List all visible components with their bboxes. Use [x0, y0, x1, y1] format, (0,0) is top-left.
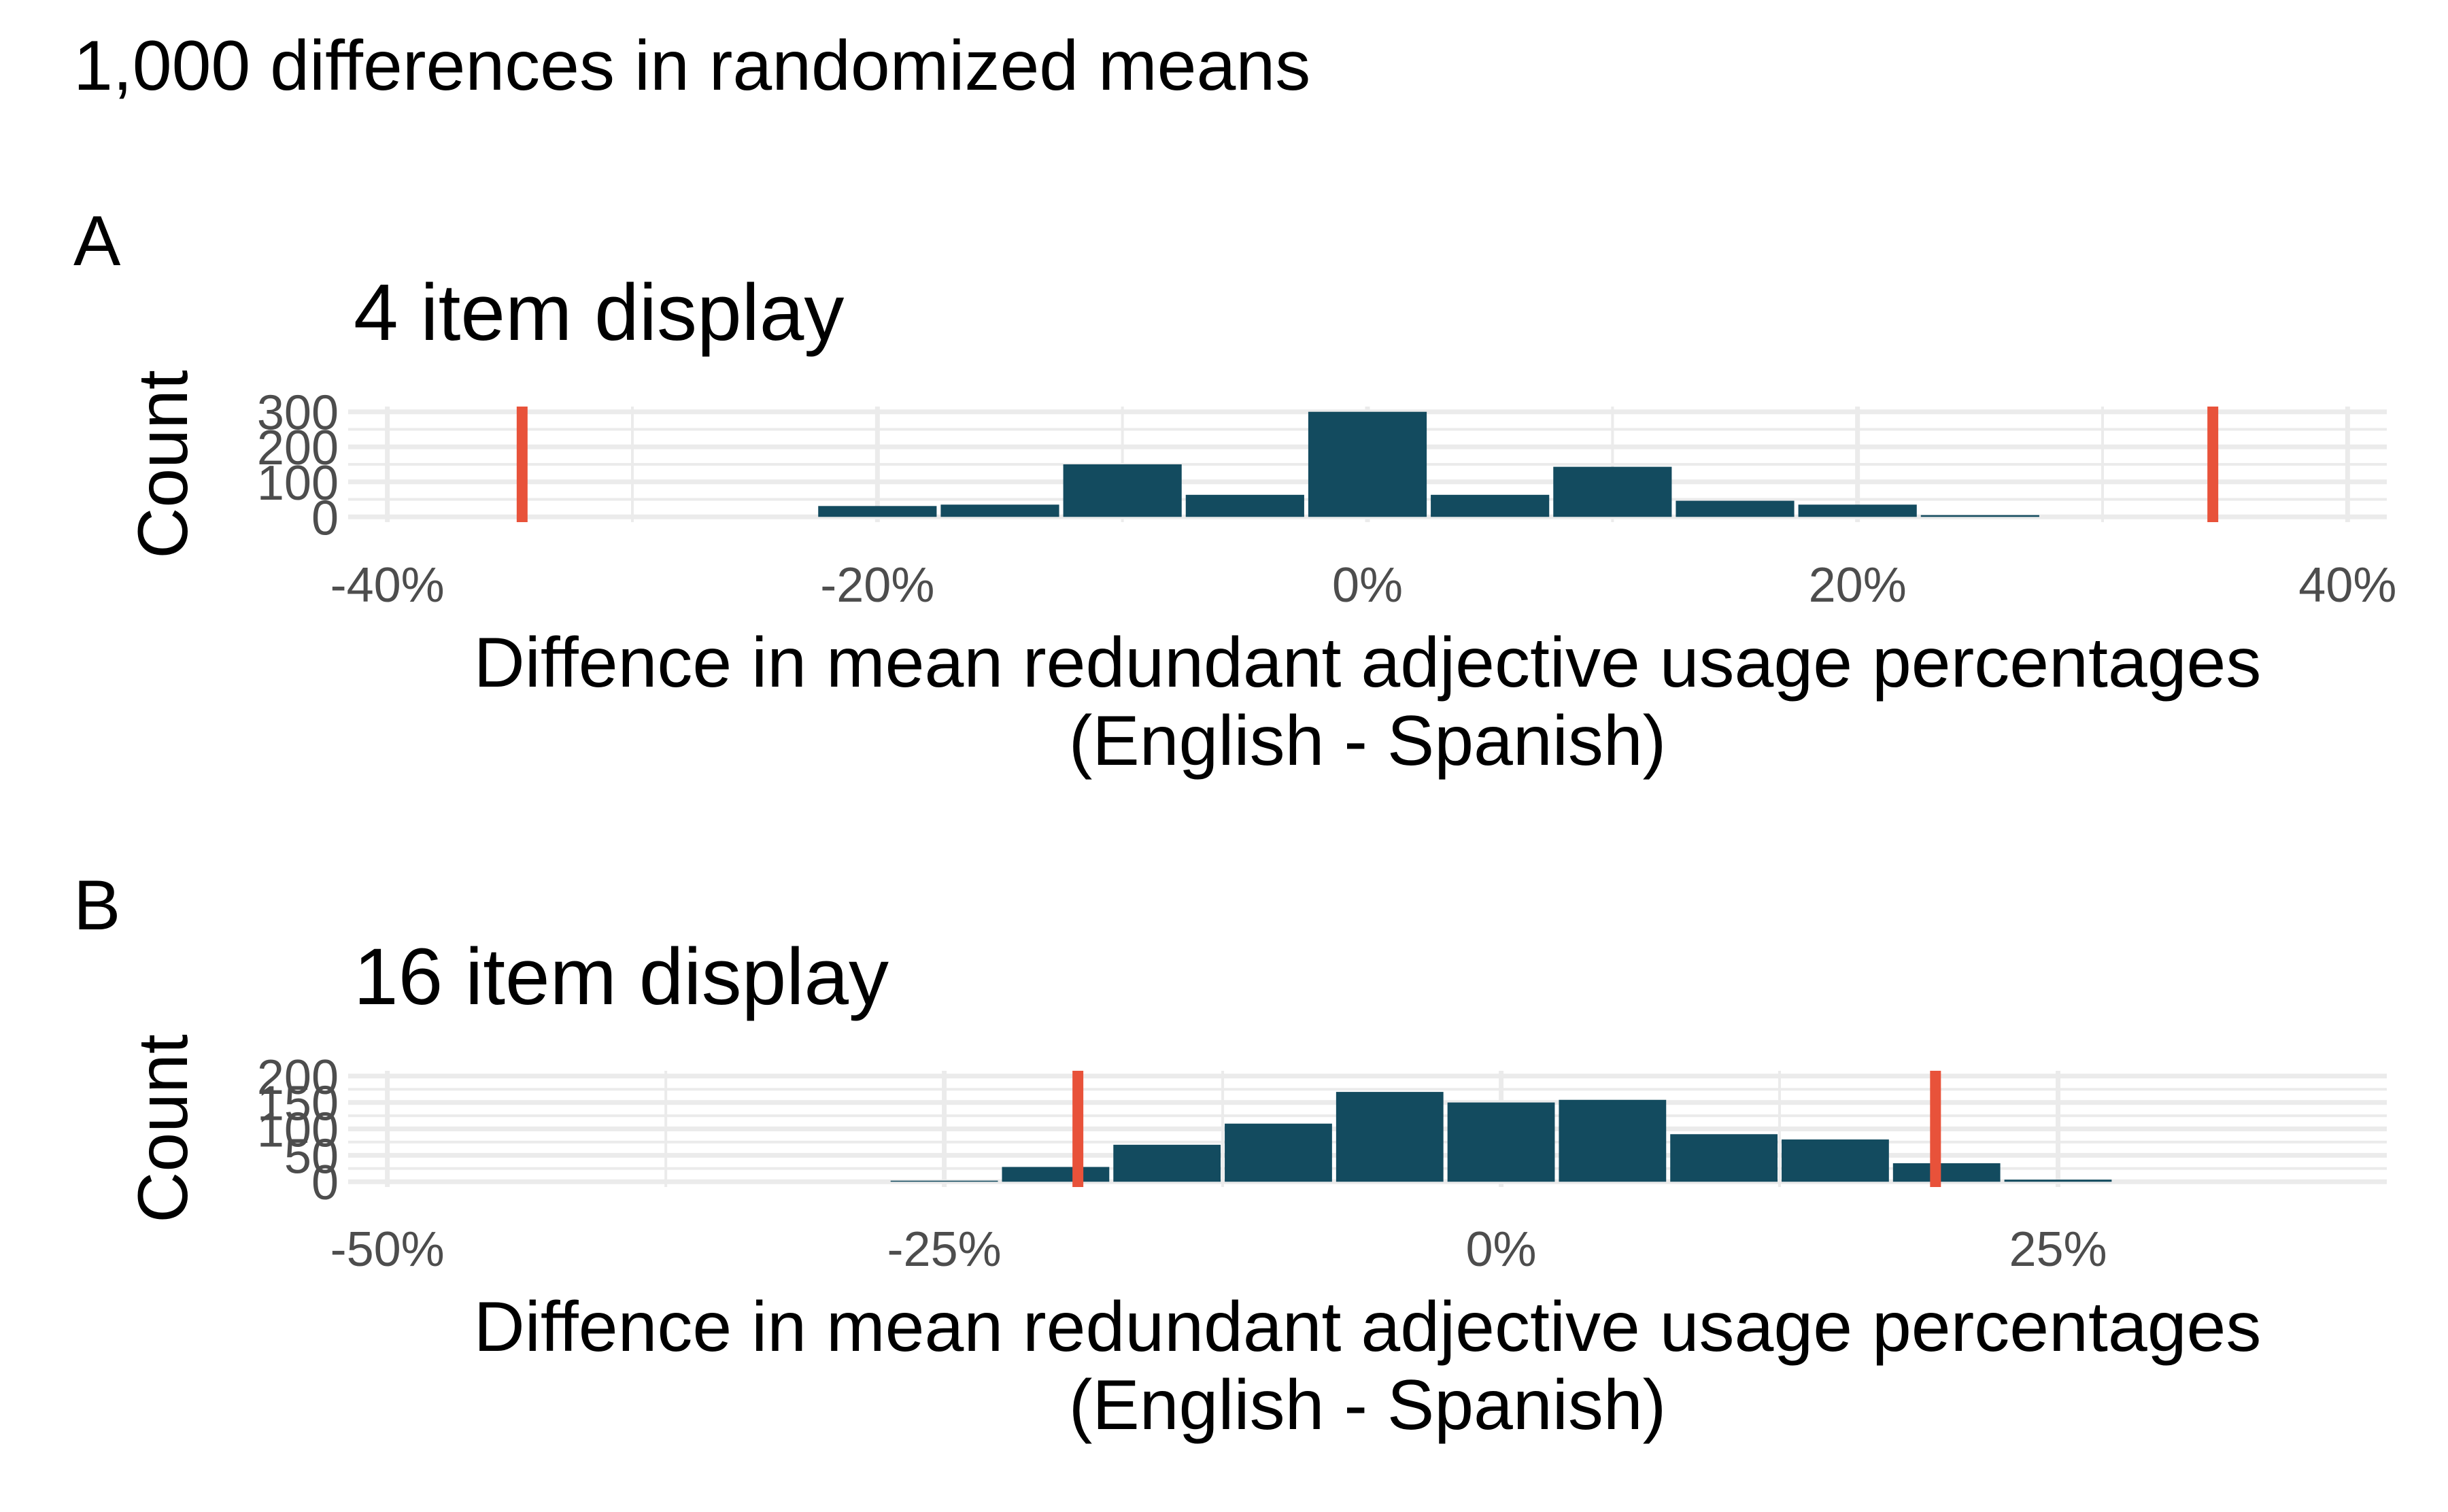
histogram-bar — [1002, 1167, 1110, 1182]
histogram-bar — [1559, 1099, 1667, 1182]
x-axis-label-line: Diffence in mean redundant adjective usa… — [474, 623, 2262, 702]
bars — [818, 411, 2039, 517]
y-tick-label: 150 — [257, 1077, 339, 1131]
histogram-bar — [1225, 1123, 1332, 1182]
x-axis-label-line: (English - Spanish) — [1069, 1366, 1667, 1445]
x-tick-label: -40% — [330, 558, 445, 613]
x-tick-label: 25% — [2009, 1222, 2107, 1277]
histogram-bar — [940, 504, 1059, 517]
bars — [890, 1092, 2112, 1182]
panel-title: 4 item display — [354, 268, 844, 358]
y-axis-label: Count — [124, 370, 203, 559]
y-axis-label: Count — [124, 1034, 203, 1223]
histogram-bar — [1447, 1102, 1555, 1182]
histogram-bar — [818, 506, 937, 517]
y-tick-label: 200 — [257, 1050, 339, 1105]
panel-tag: B — [73, 866, 120, 945]
y-tick-label: 100 — [257, 456, 339, 511]
y-tick-label: 0 — [311, 491, 339, 545]
x-tick-label: -20% — [820, 558, 934, 613]
histogram-bar — [1892, 1163, 2001, 1182]
x-tick-label: 40% — [2298, 558, 2396, 613]
panel-title: 16 item display — [354, 932, 889, 1022]
y-tick-label: 50 — [284, 1129, 339, 1184]
x-tick-label: 20% — [1809, 558, 1907, 613]
histogram-bar — [2004, 1180, 2112, 1182]
histogram-bar — [1798, 504, 1917, 517]
histogram-bar — [1308, 411, 1427, 517]
x-axis-label: Diffence in mean redundant adjective usa… — [474, 623, 2262, 780]
histogram-bar — [1063, 464, 1182, 517]
x-tick-label: 0% — [1466, 1222, 1537, 1277]
histogram-bar — [1553, 466, 1672, 517]
x-tick-label: -50% — [330, 1222, 445, 1277]
x-axis-label-line: Diffence in mean redundant adjective usa… — [474, 1288, 2262, 1367]
y-tick-label: 200 — [257, 421, 339, 475]
histogram-bar — [1113, 1144, 1221, 1182]
y-tick-label: 100 — [257, 1103, 339, 1158]
x-tick-label: -25% — [887, 1222, 1002, 1277]
histogram-bar — [1431, 494, 1550, 517]
histogram-bar — [1782, 1139, 1889, 1182]
panel-tag: A — [73, 202, 121, 281]
figure-title: 1,000 differences in randomized means — [73, 27, 1310, 105]
histogram-bar — [1676, 500, 1795, 517]
histogram-bar — [1336, 1092, 1444, 1182]
x-axis-label-line: (English - Spanish) — [1069, 702, 1667, 780]
histogram-bar — [890, 1180, 998, 1182]
x-tick-label: 0% — [1332, 558, 1403, 613]
histogram-bar — [1920, 515, 2039, 517]
histogram-bar — [1670, 1134, 1778, 1182]
y-tick-label: 0 — [311, 1156, 339, 1210]
histogram-bar — [1185, 494, 1304, 517]
y-tick-label: 300 — [257, 386, 339, 441]
x-axis-label: Diffence in mean redundant adjective usa… — [474, 1288, 2262, 1445]
